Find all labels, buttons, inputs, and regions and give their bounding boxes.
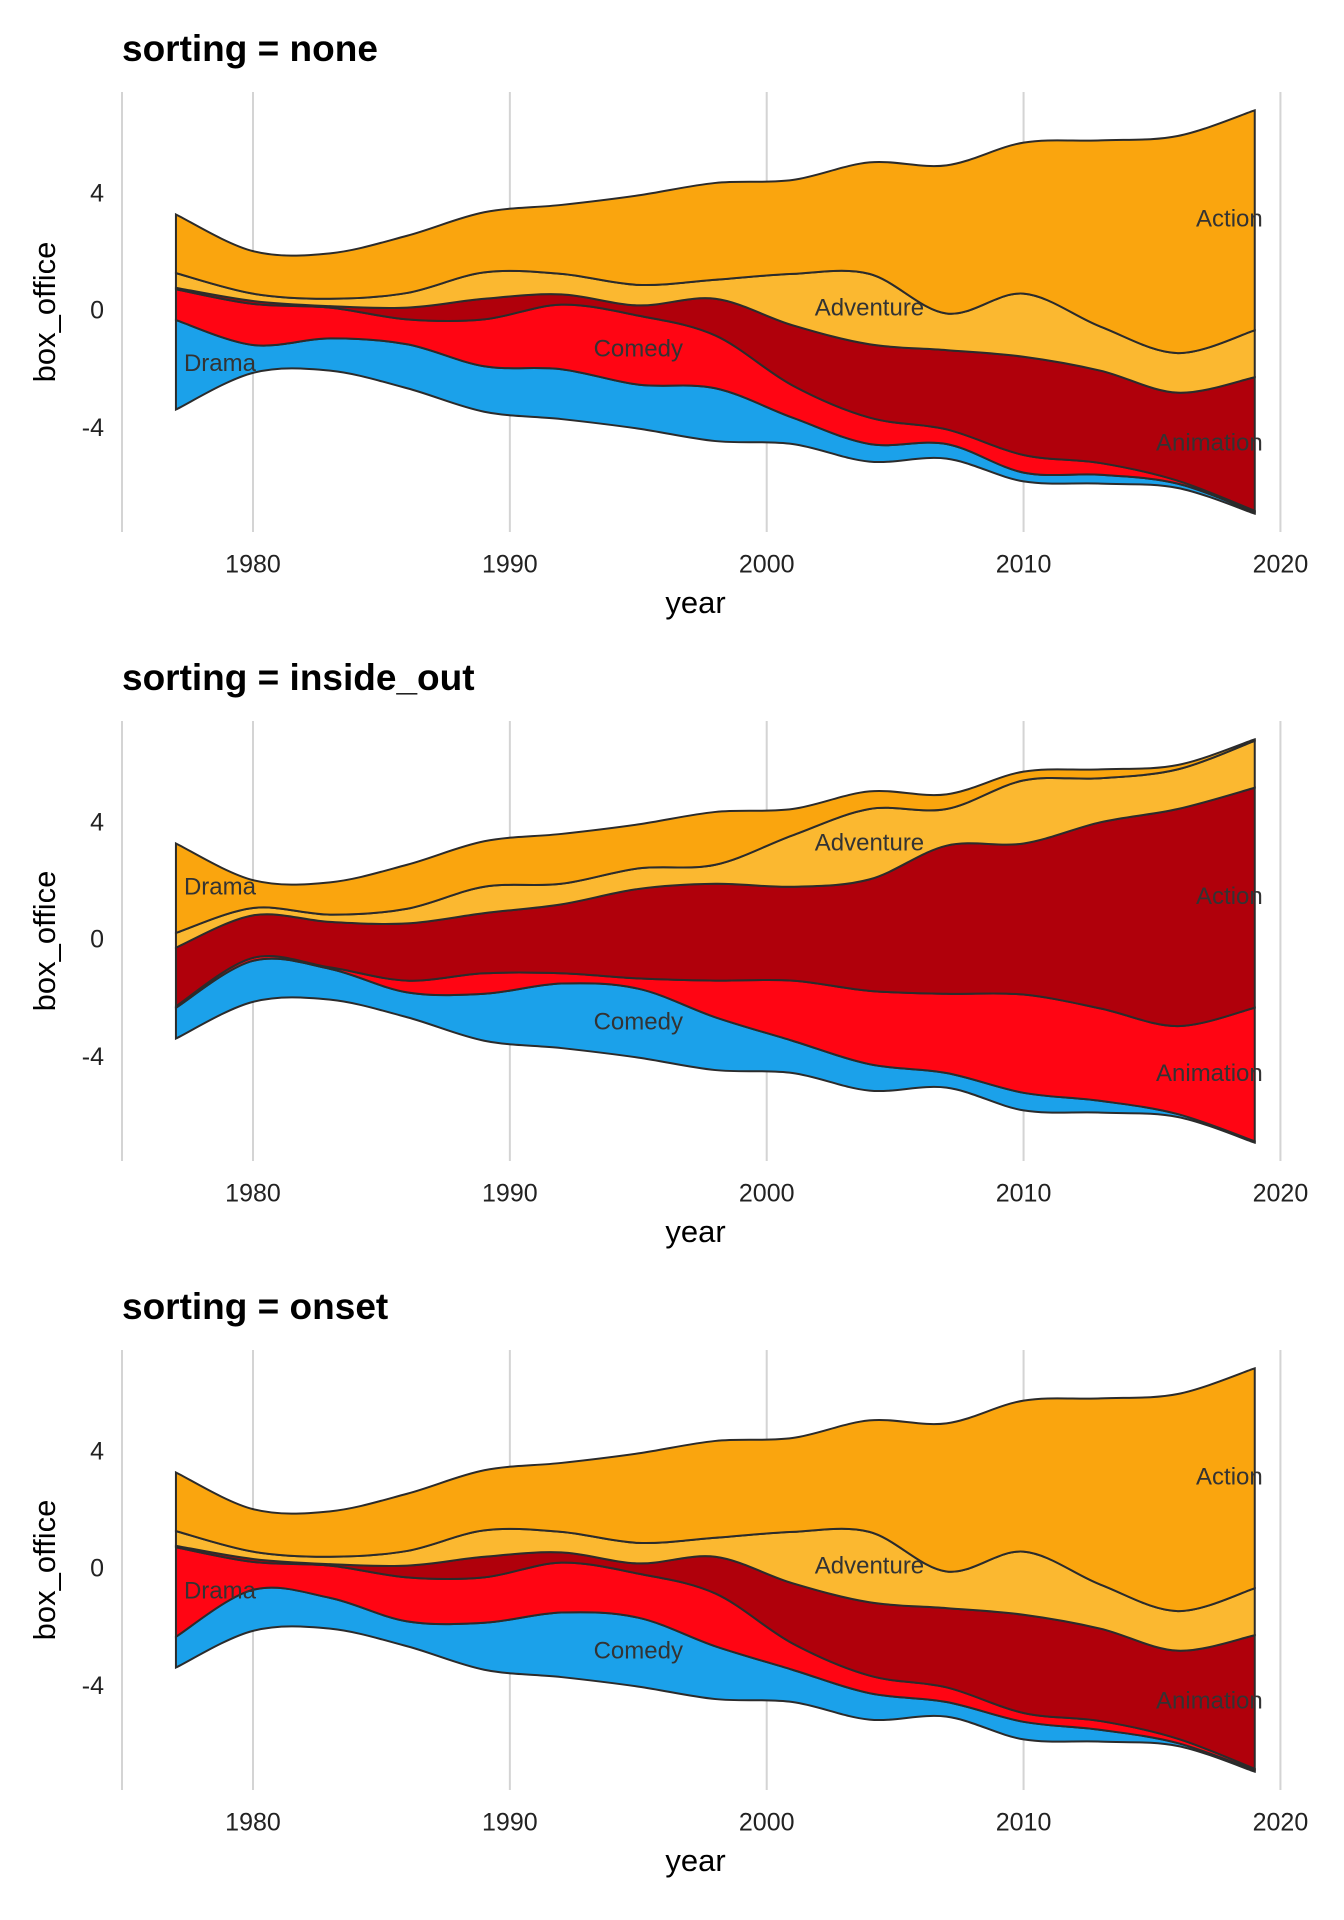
- stream-area: [174, 1366, 1256, 1613]
- y-tick-label: -4: [82, 414, 104, 442]
- y-axis-title: box_office: [27, 242, 62, 383]
- series-label: Comedy: [594, 335, 683, 362]
- x-tick-label: 1990: [482, 551, 538, 579]
- x-tick-label: 1990: [482, 1180, 538, 1208]
- x-axis-title: year: [665, 1214, 725, 1249]
- stream-area: [174, 737, 1256, 935]
- x-tick-label: 2000: [739, 551, 795, 579]
- x-tick-label: 2020: [1253, 1180, 1309, 1208]
- x-tick-label: 2020: [1253, 1809, 1309, 1837]
- y-tick-label: 0: [90, 297, 104, 325]
- x-tick-label: 2010: [996, 551, 1052, 579]
- series-label: Adventure: [815, 1552, 924, 1579]
- y-tick-label: 4: [90, 808, 104, 836]
- x-tick-label: 1980: [225, 1180, 281, 1208]
- series-label: Action: [1196, 1464, 1263, 1491]
- y-tick-label: -4: [82, 1672, 104, 1700]
- x-tick-label: 2010: [996, 1809, 1052, 1837]
- y-tick-label: 0: [90, 926, 104, 954]
- x-tick-label: 1980: [225, 551, 281, 579]
- y-tick-label: 0: [90, 1555, 104, 1583]
- x-tick-label: 1980: [225, 1809, 281, 1837]
- y-tick-label: -4: [82, 1043, 104, 1071]
- series-label: Animation: [1156, 1687, 1263, 1714]
- series-label: Drama: [184, 874, 257, 901]
- series-label: Action: [1196, 206, 1263, 233]
- x-tick-label: 2020: [1253, 551, 1309, 579]
- y-axis-title: box_office: [27, 871, 62, 1012]
- series-label: Comedy: [594, 1637, 683, 1664]
- x-axis-title: year: [665, 1843, 725, 1878]
- y-axis-title: box_office: [27, 1500, 62, 1641]
- chart-title: sorting = inside_out: [122, 657, 475, 698]
- x-tick-label: 1990: [482, 1809, 538, 1837]
- chart-title: sorting = none: [122, 28, 378, 69]
- series-label: Animation: [1156, 429, 1263, 456]
- series-label: Drama: [184, 350, 257, 377]
- y-tick-label: 4: [90, 179, 104, 207]
- series-label: Animation: [1156, 1060, 1263, 1087]
- series-label: Comedy: [594, 1008, 683, 1035]
- y-tick-label: 4: [90, 1437, 104, 1465]
- x-tick-label: 2010: [996, 1180, 1052, 1208]
- x-tick-label: 2000: [739, 1180, 795, 1208]
- x-axis-title: year: [665, 585, 725, 620]
- x-tick-label: 2000: [739, 1809, 795, 1837]
- series-label: Adventure: [815, 294, 924, 321]
- series-label: Drama: [184, 1577, 257, 1604]
- chart-title: sorting = onset: [122, 1286, 388, 1327]
- series-label: Adventure: [815, 830, 924, 857]
- stream-area: [174, 108, 1256, 355]
- series-label: Action: [1196, 883, 1263, 910]
